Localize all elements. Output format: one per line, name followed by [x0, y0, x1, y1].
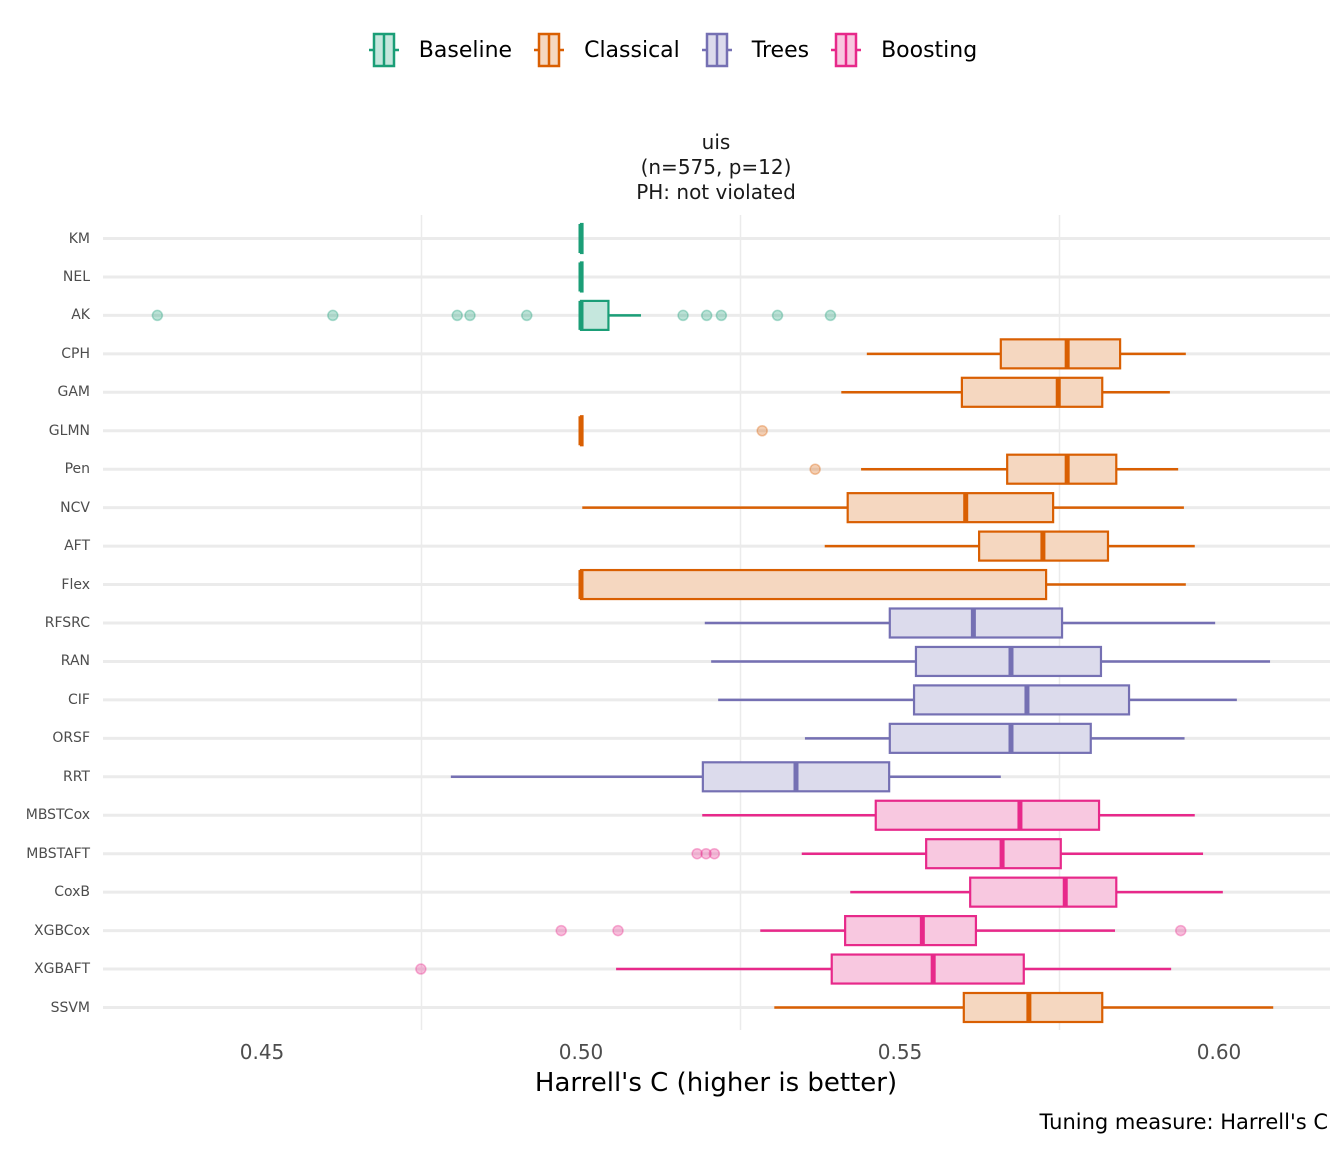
legend-item-boosting: Boosting — [829, 32, 977, 68]
legend-label: Classical — [584, 37, 680, 63]
y-tick-label: XGBCox — [34, 922, 90, 939]
box-ak — [579, 299, 610, 331]
title-dataset: uis — [701, 130, 731, 154]
box-cif — [912, 684, 1131, 716]
outlier-point — [824, 309, 837, 322]
legend-item-trees: Trees — [700, 32, 809, 68]
title-ph-status: PH: not violated — [636, 180, 796, 204]
title-dimensions: (n=575, p=12) — [640, 155, 792, 179]
outlier-point — [771, 309, 784, 322]
y-tick-label: CIF — [68, 691, 90, 708]
box-ssvm — [962, 991, 1104, 1024]
y-tick-label: RFSRC — [44, 615, 90, 631]
x-tick-label: 0.45 — [239, 1040, 285, 1064]
legend-item-baseline: Baseline — [367, 32, 512, 68]
y-tick-label: Flex — [61, 576, 90, 593]
y-tick-label: AFT — [64, 538, 90, 555]
y-tick-label: GAM — [57, 384, 90, 401]
outlier-point — [715, 309, 728, 322]
outlier-point — [677, 309, 689, 322]
y-tick-label: NCV — [60, 499, 90, 516]
y-tick-label: CPH — [61, 345, 90, 362]
x-axis-title: Harrell's C (higher is better) — [534, 1068, 898, 1098]
y-tick-label: MBSTCox — [25, 807, 90, 824]
box-orsf — [888, 722, 1092, 754]
y-tick-label: SSVM — [50, 999, 90, 1016]
y-tick-label: ORSF — [52, 730, 90, 747]
caption: Tuning measure: Harrell's C — [1039, 1110, 1328, 1134]
legend-label: Boosting — [881, 37, 978, 63]
y-tick-label: RRT — [63, 768, 90, 785]
outlier-point — [708, 847, 721, 860]
box-coxb — [969, 876, 1118, 908]
box-pen — [1006, 453, 1118, 485]
outlier-point — [1174, 924, 1187, 937]
outlier-point — [612, 924, 624, 937]
outlier-point — [521, 309, 533, 322]
outlier-point — [700, 847, 712, 860]
outlier-point — [700, 309, 713, 322]
box-xgbcox — [844, 914, 978, 947]
box-gam — [960, 376, 1104, 408]
chart-title: uis (n=575, p=12) PH: not violated — [516, 130, 916, 205]
box-rfsrc — [888, 607, 1064, 639]
legend-key-icon — [534, 32, 565, 68]
y-tick-label: RAN — [60, 653, 90, 670]
y-tick-label: CoxB — [54, 884, 90, 901]
box-mbstaft — [925, 838, 1062, 870]
box-ncv — [846, 492, 1055, 524]
y-tick-label: NEL — [62, 268, 90, 285]
outlier-point — [555, 924, 567, 937]
legend-label: Baseline — [418, 37, 513, 63]
box-xgbaft — [830, 953, 1025, 985]
y-tick-label: AK — [71, 307, 90, 324]
legend-item-classical: Classical — [532, 32, 680, 68]
outlier-point — [691, 847, 703, 860]
outlier-point — [756, 425, 768, 437]
y-tick-label: Pen — [64, 461, 90, 478]
y-tick-label: MBSTAFT — [26, 845, 90, 862]
x-tick-label: 0.50 — [558, 1040, 604, 1064]
outlier-point — [151, 309, 164, 322]
box-ran — [914, 645, 1103, 678]
legend-label: Trees — [751, 37, 810, 63]
x-tick-label: 0.55 — [877, 1040, 923, 1064]
y-tick-label: XGBAFT — [34, 961, 90, 978]
box-mbstcox — [874, 799, 1101, 831]
box-flex — [579, 568, 1048, 601]
legend: Baseline Classical Trees Boosting — [0, 32, 1344, 68]
legend-key-icon — [368, 32, 399, 68]
y-tick-label: GLMN — [48, 422, 90, 439]
outlier-point — [327, 309, 339, 322]
x-tick-label: 0.60 — [1196, 1040, 1242, 1064]
legend-key-icon — [701, 32, 732, 68]
outlier-point — [451, 309, 463, 322]
box-cph — [999, 338, 1122, 370]
outlier-point — [464, 309, 476, 322]
outlier-point — [809, 463, 821, 475]
y-tick-label: KM — [68, 230, 90, 247]
legend-key-icon — [831, 32, 862, 68]
outlier-point — [415, 963, 427, 975]
